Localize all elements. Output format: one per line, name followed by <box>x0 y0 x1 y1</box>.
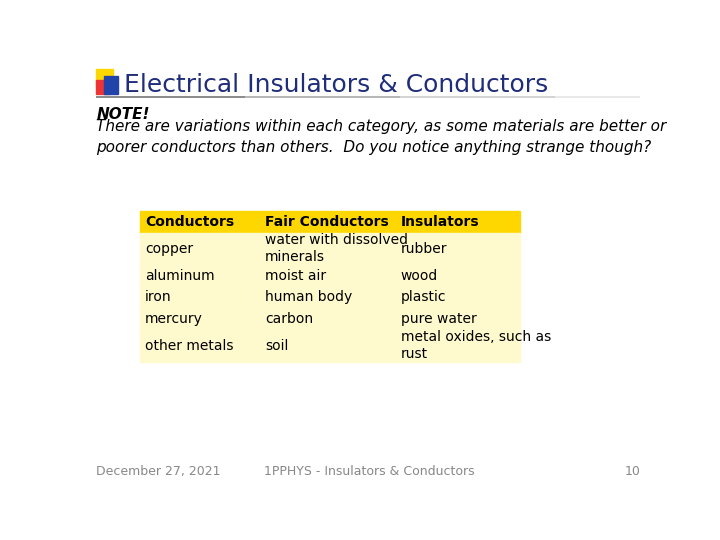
Bar <box>396 308 520 330</box>
Text: plastic: plastic <box>401 291 446 305</box>
Bar <box>140 233 261 265</box>
Bar <box>396 265 520 287</box>
Text: Electrical Insulators & Conductors: Electrical Insulators & Conductors <box>124 73 549 97</box>
Bar <box>261 265 396 287</box>
Text: NOTE!: NOTE! <box>96 107 150 122</box>
Text: Conductors: Conductors <box>145 215 234 229</box>
Text: moist air: moist air <box>265 269 326 283</box>
Bar <box>140 265 261 287</box>
Bar <box>396 211 520 233</box>
Bar <box>96 80 110 94</box>
Text: aluminum: aluminum <box>145 269 215 283</box>
Bar <box>261 308 396 330</box>
Text: 1PPHYS - Insulators & Conductors: 1PPHYS - Insulators & Conductors <box>264 465 474 478</box>
Text: mercury: mercury <box>145 312 203 326</box>
Text: 10: 10 <box>624 465 640 478</box>
Bar <box>396 233 520 265</box>
Bar <box>104 76 118 94</box>
Bar <box>396 287 520 308</box>
Text: copper: copper <box>145 242 193 256</box>
Bar <box>261 233 396 265</box>
Text: Fair Conductors: Fair Conductors <box>265 215 389 229</box>
Bar <box>140 287 261 308</box>
Bar <box>140 308 261 330</box>
Text: wood: wood <box>401 269 438 283</box>
Text: carbon: carbon <box>265 312 313 326</box>
Bar <box>96 69 113 85</box>
Bar <box>261 330 396 362</box>
Bar <box>261 211 396 233</box>
Text: metal oxides, such as
rust: metal oxides, such as rust <box>401 330 551 361</box>
Text: Insulators: Insulators <box>401 215 480 229</box>
Bar <box>140 330 261 362</box>
Text: soil: soil <box>265 339 289 353</box>
Bar <box>261 287 396 308</box>
Text: human body: human body <box>265 291 352 305</box>
Text: pure water: pure water <box>401 312 477 326</box>
Bar <box>140 211 261 233</box>
Text: water with dissolved
minerals: water with dissolved minerals <box>265 233 408 265</box>
Text: There are variations within each category, as some materials are better or
poore: There are variations within each categor… <box>96 119 667 154</box>
Text: iron: iron <box>145 291 171 305</box>
Bar <box>396 330 520 362</box>
Text: rubber: rubber <box>401 242 447 256</box>
Text: December 27, 2021: December 27, 2021 <box>96 465 221 478</box>
Text: other metals: other metals <box>145 339 233 353</box>
